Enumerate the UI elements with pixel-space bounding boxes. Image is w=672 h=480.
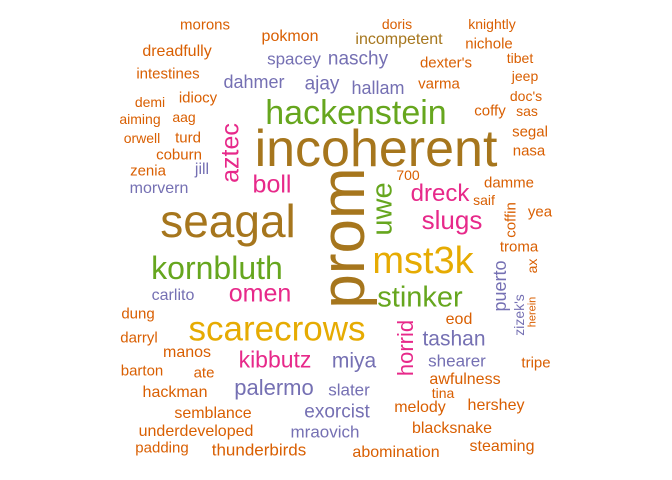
cloud-word: blacksnake	[411, 420, 493, 437]
cloud-word: stinker	[377, 281, 463, 314]
cloud-word: omen	[228, 279, 292, 308]
cloud-word: demi	[134, 94, 166, 110]
cloud-word: hallam	[351, 78, 405, 98]
cloud-word: kibbutz	[238, 346, 312, 373]
cloud-word: aag	[172, 109, 196, 125]
cloud-word: tashan	[422, 327, 486, 351]
cloud-word: nasa	[512, 142, 546, 160]
cloud-word: abomination	[352, 444, 440, 461]
cloud-word: spacey	[267, 49, 321, 69]
cloud-word: awfulness	[429, 371, 501, 388]
cloud-word: steaming	[469, 438, 535, 455]
cloud-word: ax	[524, 258, 540, 274]
cloud-word: underdeveloped	[138, 423, 254, 440]
cloud-word: eod	[445, 311, 473, 328]
cloud-word: shearer	[428, 351, 486, 371]
cloud-word: saif	[473, 192, 495, 208]
cloud-word: dreck	[410, 180, 470, 207]
cloud-word: scarecrows	[188, 309, 366, 349]
cloud-word: uwe	[366, 182, 399, 236]
cloud-word: naschy	[327, 48, 389, 70]
cloud-word: melody	[394, 399, 446, 416]
cloud-word: seagal	[160, 195, 296, 247]
cloud-word: turd	[175, 129, 201, 147]
cloud-word: tina	[431, 385, 455, 401]
cloud-word: zizek's	[511, 294, 527, 336]
cloud-word: tripe	[521, 354, 551, 372]
cloud-word: slater	[328, 380, 370, 400]
cloud-word: slugs	[421, 205, 483, 235]
cloud-word: damme	[483, 174, 535, 192]
cloud-word: coburn	[156, 146, 202, 164]
cloud-word: nichole	[465, 35, 513, 53]
cloud-word: morons	[179, 16, 231, 34]
cloud-word: coffin	[502, 202, 520, 238]
cloud-word: mraovich	[290, 422, 360, 442]
cloud-word: dreadfully	[142, 43, 212, 60]
cloud-word: varma	[418, 75, 460, 93]
cloud-word: hershey	[467, 397, 525, 414]
cloud-word: miya	[331, 349, 377, 373]
cloud-word: palermo	[234, 375, 314, 400]
cloud-word: exorcist	[304, 401, 370, 423]
cloud-word: incoherent	[254, 120, 498, 178]
cloud-word: segal	[512, 123, 548, 141]
cloud-word: dexter's	[419, 54, 473, 72]
cloud-word: kornbluth	[151, 250, 283, 286]
cloud-word: sas	[516, 103, 538, 119]
cloud-word: semblance	[174, 405, 252, 422]
cloud-word: morvern	[129, 180, 189, 197]
cloud-word: herein	[526, 296, 539, 328]
cloud-word: doris	[381, 16, 413, 32]
cloud-word: troma	[499, 238, 539, 256]
cloud-word: manos	[162, 344, 212, 361]
cloud-word: tibet	[506, 50, 534, 66]
cloud-word: dung	[121, 305, 155, 323]
cloud-word: ate	[193, 364, 215, 382]
cloud-word: hackenstein	[265, 94, 447, 132]
cloud-word: boll	[252, 170, 292, 199]
cloud-word: dahmer	[223, 72, 285, 92]
cloud-word: mst3k	[372, 240, 474, 282]
cloud-word: coffy	[474, 102, 506, 120]
cloud-word: jill	[194, 161, 210, 178]
cloud-word: incompetent	[355, 31, 443, 48]
cloud-word: horrid	[393, 319, 418, 377]
cloud-word: carlito	[151, 287, 195, 304]
cloud-word: jeep	[511, 68, 539, 84]
cloud-word: knightly	[468, 16, 516, 32]
cloud-word: aiming	[119, 111, 161, 127]
cloud-word: barton	[120, 362, 164, 380]
cloud-word: thunderbirds	[211, 440, 307, 460]
cloud-word: aztec	[216, 123, 245, 183]
cloud-word: orwell	[123, 130, 161, 146]
cloud-word: hackman	[142, 384, 208, 401]
cloud-word: intestines	[136, 65, 200, 83]
cloud-word: puerto	[490, 260, 510, 312]
cloud-word: ajay	[304, 73, 340, 95]
cloud-word: 700	[396, 167, 420, 183]
cloud-word: yea	[527, 203, 553, 221]
cloud-word: darryl	[120, 329, 158, 347]
cloud-word: doc's	[509, 88, 543, 104]
cloud-word: idiocy	[178, 89, 218, 107]
cloud-word: padding	[135, 439, 189, 457]
cloud-word: zenia	[130, 162, 166, 180]
cloud-word: pokmon	[261, 28, 319, 45]
